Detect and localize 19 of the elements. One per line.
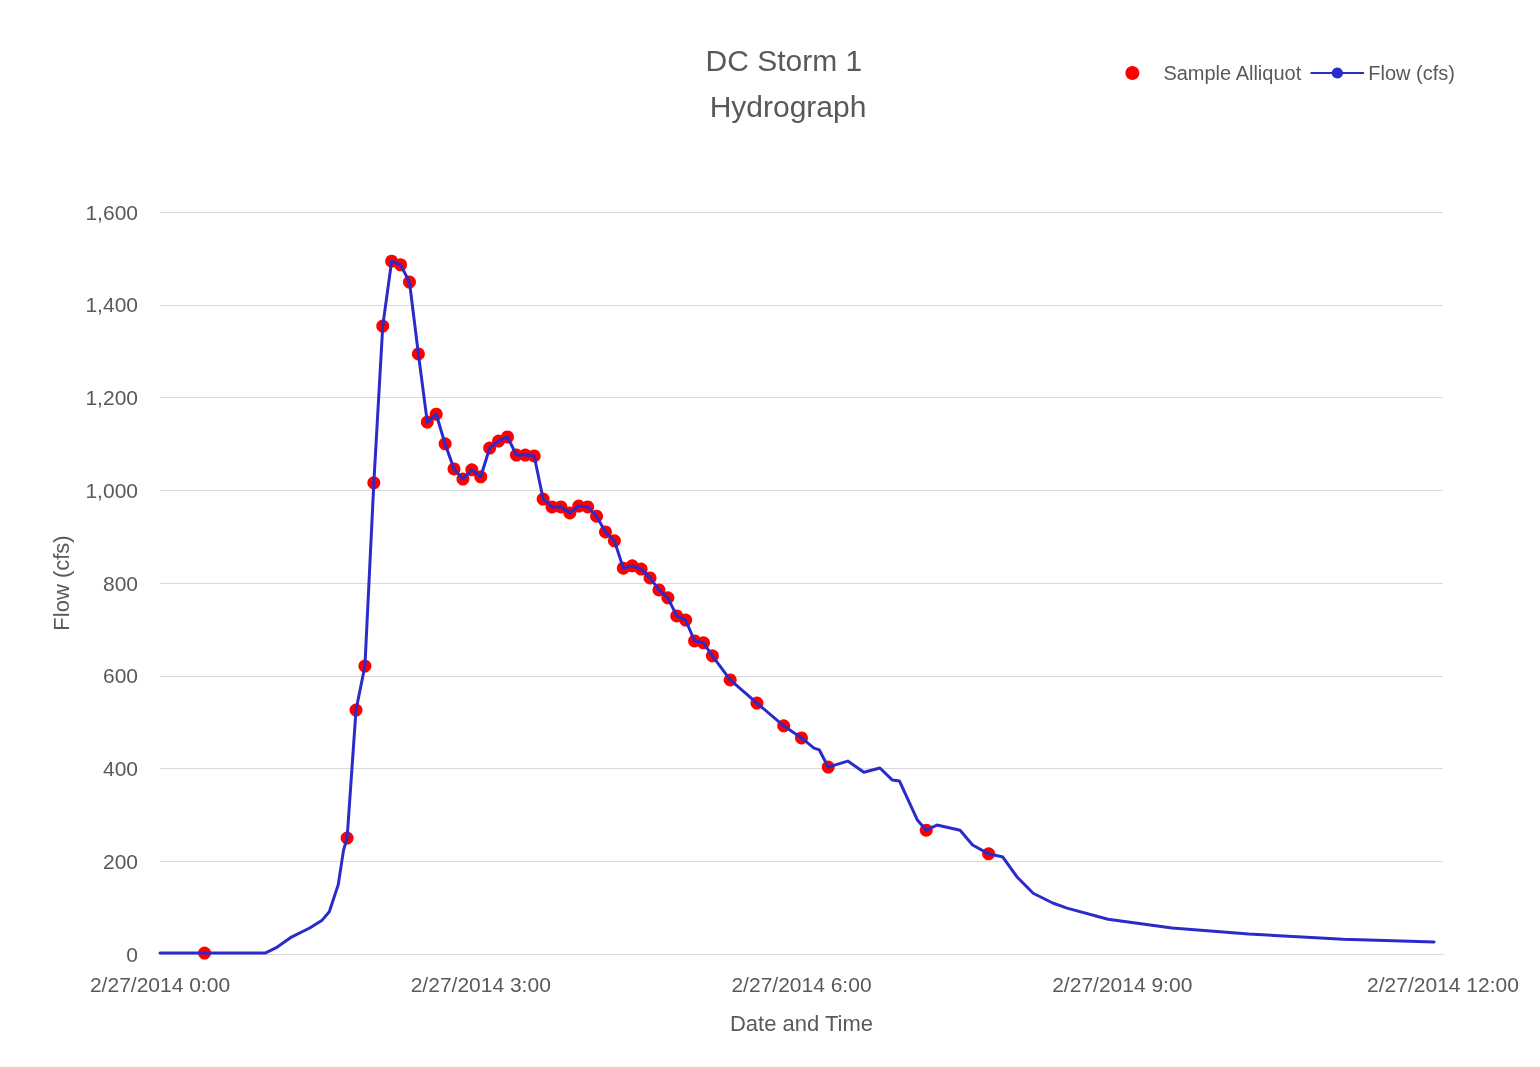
legend-label: Flow (cfs) <box>1368 62 1456 84</box>
y-tick-label: 800 <box>102 571 138 595</box>
y-tick-label: 1,000 <box>85 478 138 502</box>
y-tick-label: 1,600 <box>85 200 138 224</box>
y-axis-title: Flow (cfs) <box>48 535 74 631</box>
y-tick-label: 600 <box>102 664 138 688</box>
y-tick-label: 1,200 <box>85 386 138 409</box>
x-tick-label: 2/27/2014 9:00 <box>1052 973 1193 996</box>
x-axis-title: Date and Time <box>729 1010 874 1036</box>
chart-title: DC Storm 1 Hydrograph <box>705 43 871 123</box>
y-tick-label: 200 <box>102 849 138 873</box>
y-tick-label: 400 <box>102 757 138 780</box>
x-tick-label: 2/27/2014 12:00 <box>1367 973 1519 996</box>
x-tick-label: 2/27/2014 3:00 <box>410 973 551 996</box>
x-tick-label: 2/27/2014 6:00 <box>731 973 872 996</box>
y-tick-label: 1,400 <box>85 293 138 317</box>
legend-label: Sample Alliquot <box>1163 62 1302 84</box>
x-tick-label: 2/27/2014 0:00 <box>89 973 231 996</box>
y-tick-label: 0 <box>126 942 138 966</box>
